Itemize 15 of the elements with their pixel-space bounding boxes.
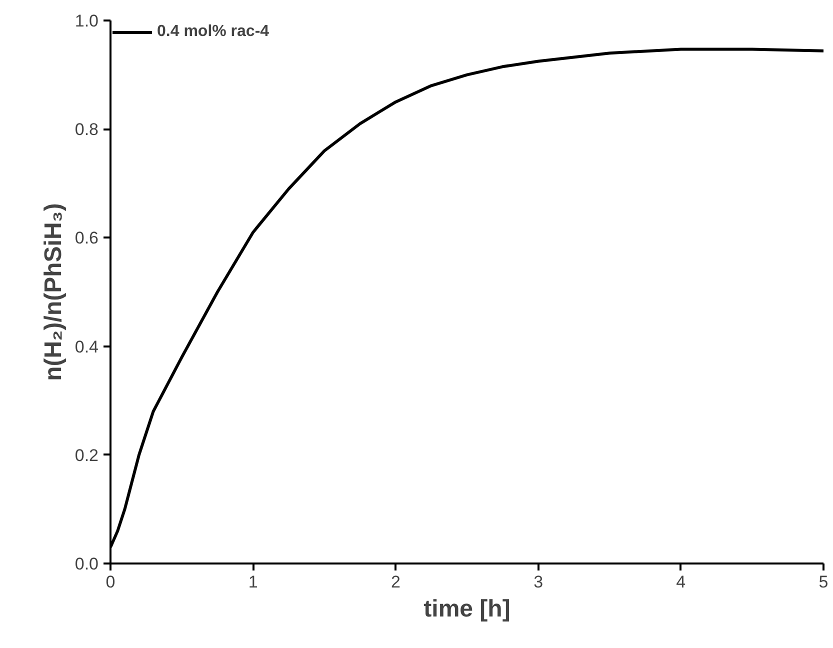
y-tick-label: 0.0 [74,554,99,574]
y-tick-label: 0.4 [74,337,99,356]
y-tick-label: 0.2 [74,446,99,465]
x-tick-label: 1 [248,572,258,592]
legend-label: 0.4 mol% rac-4 [157,23,270,41]
y-tick-label: 1.0 [74,12,99,30]
y-tick-label: 0.8 [74,120,99,140]
x-tick-label: 4 [676,572,686,592]
y-tick-label: 0.6 [74,228,99,248]
x-tick-label: 3 [534,572,544,592]
x-tick-label: 5 [818,572,828,592]
x-axis-title: time [h] [424,596,510,622]
x-tick-label: 2 [390,572,400,592]
x-tick-label: 0 [106,572,116,592]
y-axis-title: n(H₂)/n(PhSiH₃) [40,203,67,381]
